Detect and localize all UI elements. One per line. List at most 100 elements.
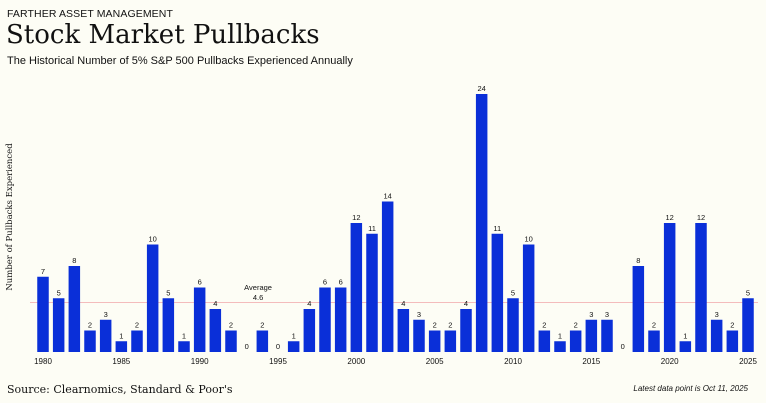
data-label: 11 <box>493 224 501 233</box>
bar <box>569 330 582 352</box>
bar <box>178 341 190 352</box>
bar <box>319 287 331 352</box>
bar <box>366 233 378 352</box>
data-label: 1 <box>558 331 562 340</box>
data-label: 6 <box>198 278 202 287</box>
latest-data-note: Latest data point is Oct 11, 2025 <box>633 384 748 393</box>
bar <box>146 244 159 352</box>
bar <box>225 330 237 352</box>
y-axis-label: Number of Pullbacks Experienced <box>5 143 15 291</box>
bar <box>695 223 707 352</box>
bar <box>68 266 81 352</box>
data-label: 12 <box>697 213 705 222</box>
bar <box>350 223 363 352</box>
x-tick-label: 2020 <box>661 357 679 366</box>
data-label: 0 <box>621 342 625 351</box>
data-label: 2 <box>88 321 92 330</box>
data-label: 2 <box>448 321 452 330</box>
bar <box>710 319 723 352</box>
bar <box>397 309 410 352</box>
bar <box>193 287 206 352</box>
x-tick-label: 1995 <box>269 357 287 366</box>
data-label: 1 <box>292 331 296 340</box>
bar <box>601 319 613 352</box>
data-label: 3 <box>605 310 609 319</box>
data-label: 2 <box>574 321 578 330</box>
chart-subtitle: The Historical Number of 5% S&P 500 Pull… <box>7 55 353 67</box>
bar <box>303 309 316 352</box>
data-label: 14 <box>383 192 391 201</box>
data-label: 5 <box>746 288 750 297</box>
data-label: 8 <box>636 256 640 265</box>
data-label: 6 <box>323 278 327 287</box>
x-tick-label: 2015 <box>582 357 600 366</box>
bar <box>663 223 676 352</box>
data-label: 8 <box>72 256 76 265</box>
bar <box>679 341 692 352</box>
bar <box>84 330 96 352</box>
bar <box>162 298 175 352</box>
bar <box>648 330 660 352</box>
data-label: 1 <box>119 331 123 340</box>
data-label: 5 <box>511 288 515 297</box>
bar <box>131 330 143 352</box>
x-tick-label: 2000 <box>347 357 365 366</box>
bar <box>742 298 754 352</box>
data-label: 11 <box>368 224 376 233</box>
bar <box>585 319 598 352</box>
data-label: 5 <box>166 288 170 297</box>
bar <box>460 309 472 352</box>
average-label: Average <box>244 283 272 292</box>
bar <box>381 201 394 352</box>
bar <box>538 330 551 352</box>
bar <box>444 330 457 352</box>
x-tick-label: 2005 <box>426 357 444 366</box>
data-label: 0 <box>276 342 280 351</box>
bar <box>287 341 300 352</box>
x-tick-label: 1985 <box>112 357 130 366</box>
bar <box>99 319 112 352</box>
bar <box>632 266 645 352</box>
bar <box>491 233 504 352</box>
data-label: 12 <box>352 213 360 222</box>
data-label: 2 <box>229 321 233 330</box>
chart-title: Stock Market Pullbacks <box>6 20 320 50</box>
data-label: 3 <box>589 310 593 319</box>
data-label: 5 <box>57 288 61 297</box>
data-label: 4 <box>401 299 405 308</box>
data-label: 2 <box>433 321 437 330</box>
bar <box>209 309 222 352</box>
bar <box>334 287 347 352</box>
data-label: 3 <box>104 310 108 319</box>
data-label: 1 <box>182 331 186 340</box>
data-label: 2 <box>542 321 546 330</box>
data-label: 2 <box>135 321 139 330</box>
bar <box>115 341 128 352</box>
data-label: 3 <box>715 310 719 319</box>
x-tick-label: 2010 <box>504 357 522 366</box>
data-label: 10 <box>524 235 532 244</box>
data-label: 4 <box>307 299 311 308</box>
bar <box>507 298 519 352</box>
data-label: 6 <box>339 278 343 287</box>
bar <box>428 330 441 352</box>
data-label: 2 <box>260 321 264 330</box>
bar <box>52 298 65 352</box>
source-note: Source: Clearnomics, Standard & Poor's <box>7 383 233 396</box>
data-label: 4 <box>213 299 217 308</box>
data-label: 24 <box>477 84 485 93</box>
data-label: 1 <box>683 331 687 340</box>
bar <box>475 94 488 352</box>
bar <box>522 244 535 352</box>
x-tick-label: 2025 <box>739 357 757 366</box>
average-value: 4.6 <box>253 293 263 302</box>
bar <box>554 341 566 352</box>
data-label: 3 <box>417 310 421 319</box>
data-label: 2 <box>652 321 656 330</box>
bar <box>726 330 739 352</box>
bar <box>256 330 269 352</box>
data-label: 10 <box>148 235 156 244</box>
x-tick-label: 1990 <box>191 357 209 366</box>
data-label: 12 <box>665 213 673 222</box>
